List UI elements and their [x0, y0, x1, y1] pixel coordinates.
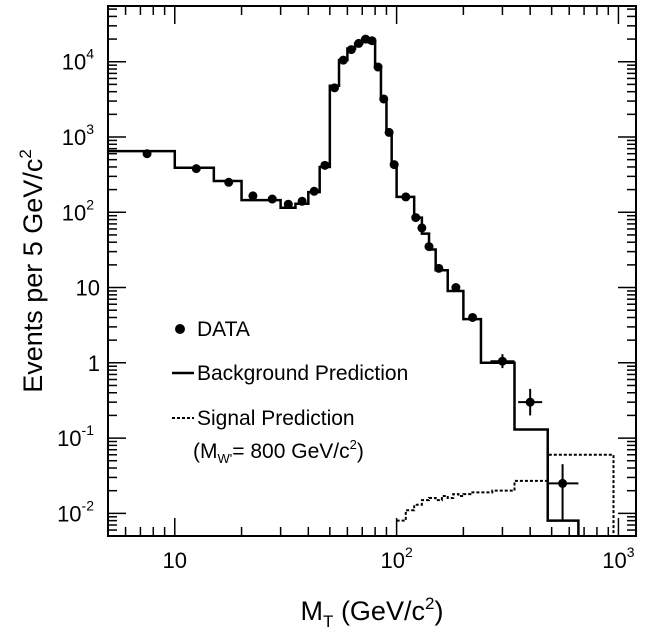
data-point — [267, 194, 277, 204]
data-point — [384, 127, 394, 137]
data-point — [434, 263, 444, 273]
legend-data-label: DATA — [197, 318, 250, 341]
y-tick-label: 10 — [76, 276, 100, 301]
legend: DATA Background Prediction Signal Predic… — [172, 318, 408, 466]
legend-signal-label: Signal Prediction — [197, 407, 355, 430]
data-point — [379, 94, 389, 104]
data-point — [283, 199, 293, 209]
data-point — [248, 191, 258, 201]
x-tick-label: 102 — [380, 544, 412, 573]
axis-ticks — [107, 6, 636, 537]
signal-prediction-line — [396, 453, 615, 536]
x-tick-label: 10 — [163, 548, 187, 573]
y-tick-label: 1 — [88, 351, 100, 376]
y-tick-labels: 10-2 10-1 1 10 102 103 104 — [57, 46, 100, 527]
data-point — [297, 196, 307, 206]
x-tick-label: 103 — [602, 544, 634, 573]
y-tick-label: 104 — [62, 46, 94, 75]
data-point — [346, 45, 356, 55]
data-point — [417, 223, 427, 233]
data-point — [525, 397, 535, 407]
data-point — [401, 192, 411, 202]
data-point — [411, 213, 421, 223]
data-point — [389, 160, 399, 170]
legend-background-label: Background Prediction — [197, 362, 408, 385]
data-point — [142, 149, 152, 159]
data-point — [558, 478, 568, 488]
data-point — [451, 283, 461, 293]
x-axis-title: MT (GeV/c2) — [301, 594, 444, 631]
data-point — [424, 242, 434, 252]
data-point — [309, 186, 319, 196]
data-point — [468, 312, 478, 322]
series-layer — [108, 34, 615, 536]
plot-frame — [107, 5, 637, 537]
data-point — [330, 83, 340, 93]
data-point — [191, 164, 201, 174]
y-axis-title: Events per 5 GeV/c2 — [16, 149, 48, 393]
legend-signal-mass: (MW'= 800 GeV/c2) — [193, 437, 364, 466]
legend-data-marker — [175, 324, 185, 334]
y-tick-label: 102 — [62, 196, 94, 225]
data-point — [354, 38, 364, 48]
y-tick-label: 103 — [62, 121, 94, 150]
x-tick-labels: 10 102 103 — [163, 544, 635, 573]
data-point — [373, 62, 383, 72]
data-point — [497, 356, 507, 366]
data-point — [367, 36, 377, 46]
data-point — [338, 55, 348, 65]
data-point — [224, 177, 234, 187]
y-tick-label: 10-1 — [57, 422, 94, 451]
y-tick-label: 10-2 — [57, 497, 94, 526]
data-point — [320, 160, 330, 170]
